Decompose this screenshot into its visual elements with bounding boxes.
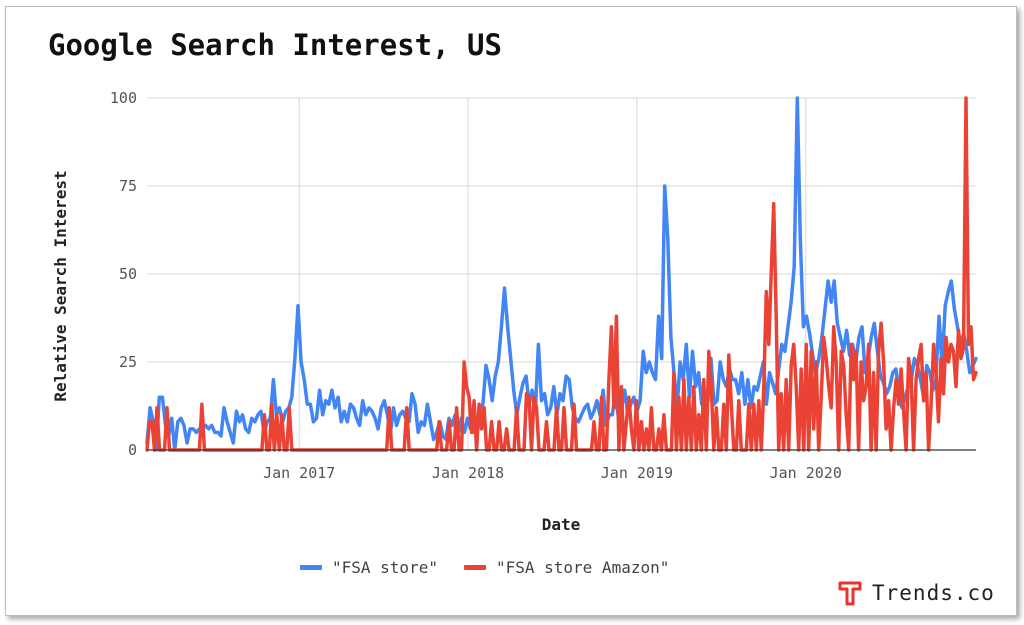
y-tick-label: 50 (119, 265, 137, 283)
gridlines (147, 97, 976, 451)
trends-t-icon (838, 581, 862, 606)
x-tick-label: Jan 2020 (770, 464, 842, 482)
x-tick-label: Jan 2019 (601, 464, 673, 482)
legend-item-fsa-store[interactable]: "FSA store" (300, 558, 438, 577)
y-tick-label: 25 (119, 353, 137, 371)
legend-swatch-blue (300, 565, 322, 570)
x-tick-label: Jan 2017 (263, 464, 335, 482)
legend-label: "FSA store Amazon" (495, 558, 670, 577)
legend-label: "FSA store" (332, 558, 438, 577)
chart-title: Google Search Interest, US (48, 28, 502, 62)
x-tick-label: Jan 2018 (432, 464, 504, 482)
y-tick-label: 75 (119, 177, 137, 195)
y-axis-title: Relative Search Interest (51, 170, 70, 401)
y-tick-label: 0 (128, 441, 137, 459)
legend-swatch-red (463, 565, 486, 570)
series-line-fsa-store (145, 96, 978, 452)
legend-item-fsa-store-amazon[interactable]: "FSA store Amazon" (463, 558, 670, 577)
trends-logo: Trends.co (838, 580, 995, 606)
chart-card (5, 6, 1017, 616)
legend: "FSA store" "FSA store Amazon" (300, 558, 695, 577)
x-axis-title: Date (542, 515, 581, 534)
y-axis-ticks: 0 25 50 75 100 (110, 89, 137, 459)
brand-name: Trends.co (872, 581, 995, 605)
y-tick-label: 100 (110, 89, 137, 107)
x-axis-ticks: Jan 2017 Jan 2018 Jan 2019 Jan 2020 (263, 464, 842, 482)
